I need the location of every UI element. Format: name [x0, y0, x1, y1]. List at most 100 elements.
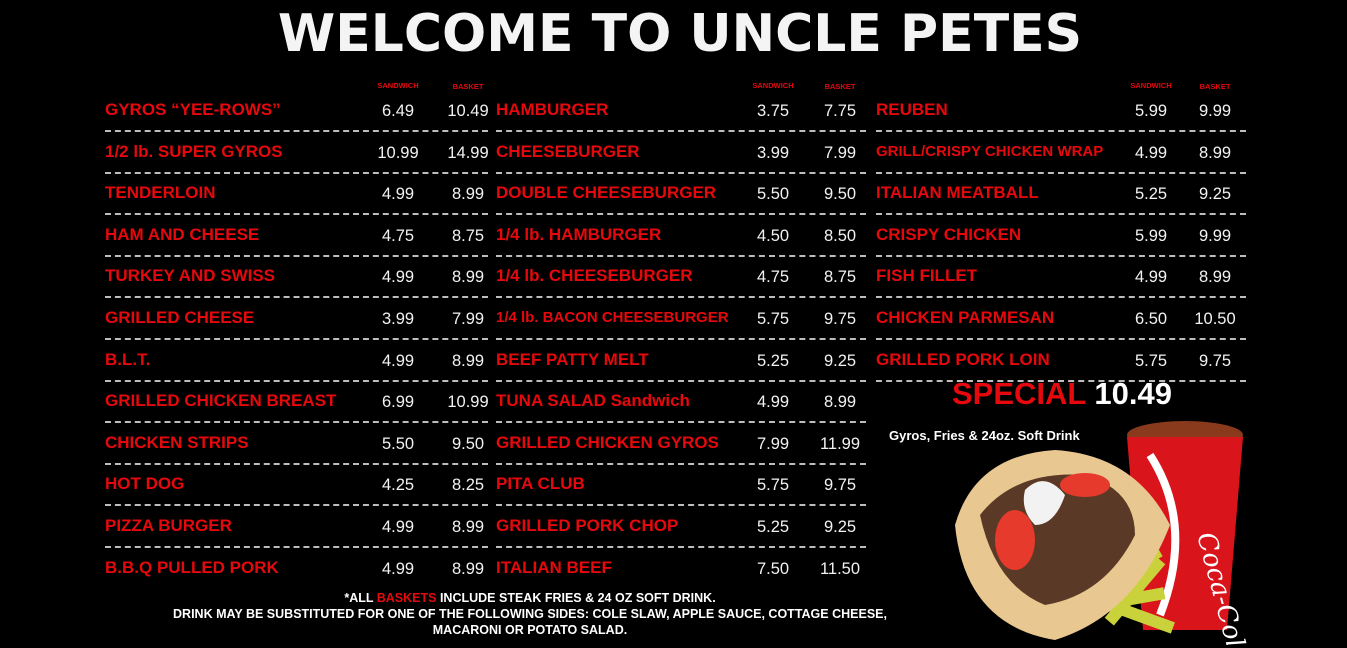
- row-divider: [876, 171, 1246, 174]
- sandwich-price: 4.75: [756, 268, 790, 287]
- row-divider: [496, 462, 866, 465]
- menu-item-name: FISH FILLET: [876, 266, 978, 286]
- menu-item-name: TUNA SALAD Sandwich: [496, 391, 690, 411]
- menu-item-name: GRILLED CHICKEN BREAST: [105, 391, 337, 411]
- menu-item-name: CHICKEN PARMESAN: [876, 308, 1055, 327]
- basket-price: 7.99: [451, 310, 485, 328]
- sandwich-price: 5.99: [1134, 102, 1168, 120]
- row-divider: [496, 421, 866, 424]
- basket-price: 9.25: [1198, 185, 1232, 204]
- sandwich-price: 4.99: [381, 518, 415, 536]
- basket-price: 8.99: [451, 518, 485, 536]
- menu-item-name: HAMBURGER: [496, 100, 609, 119]
- footer-baskets-highlight: BASKETS: [376, 591, 437, 605]
- row-divider: [876, 254, 1246, 257]
- sandwich-price: 5.99: [1134, 226, 1168, 245]
- sandwich-price: 6.50: [1134, 310, 1168, 328]
- row-divider: [876, 338, 1246, 340]
- soda-cup-icon: Coca-Cola: [1127, 421, 1254, 645]
- row-divider: [105, 379, 488, 382]
- sandwich-price: 3.75: [756, 102, 790, 120]
- sandwich-price: 3.99: [381, 310, 415, 328]
- menu-item-name: REUBEN: [876, 100, 948, 119]
- footer-text: *ALL: [344, 591, 377, 605]
- basket-price: 9.99: [1198, 226, 1232, 245]
- footer-note-line3: MACARONI OR POTATO SALAD.: [432, 623, 628, 637]
- row-divider: [876, 379, 1246, 382]
- row-divider: [105, 421, 488, 424]
- menu-item-name: GRILL/CRISPY CHICKEN WRAP: [876, 142, 1104, 160]
- gyro-icon: [955, 450, 1170, 640]
- menu-item-name: ITALIAN MEATBALL: [876, 183, 1039, 203]
- row-divider: [876, 213, 1246, 216]
- menu-item-name: TURKEY AND SWISS: [105, 266, 276, 286]
- row-divider: [105, 546, 488, 548]
- footer-text: INCLUDE STEAK FRIES & 24 OZ SOFT DRINK.: [436, 591, 716, 605]
- basket-price: 8.99: [1198, 143, 1232, 162]
- menu-item-name: 1/4 lb. CHEESEBURGER: [496, 266, 693, 286]
- menu-item-name: GRILLED PORK CHOP: [496, 516, 679, 535]
- row-divider: [496, 171, 866, 174]
- special-description: Gyros, Fries & 24oz. Soft Drink: [889, 428, 1080, 443]
- basket-price: 8.99: [451, 185, 485, 204]
- row-divider: [496, 254, 866, 257]
- row-divider: [496, 379, 866, 382]
- row-divider: [105, 130, 488, 132]
- basket-price: 9.50: [451, 434, 485, 453]
- basket-price: 8.50: [823, 226, 857, 245]
- sandwich-price: 5.25: [1134, 185, 1168, 204]
- basket-price: 7.75: [823, 102, 857, 120]
- menu-item-name: HOT DOG: [105, 474, 185, 494]
- menu-item-name: TENDERLOIN: [105, 183, 216, 203]
- menu-item-name: ITALIAN BEEF: [496, 557, 612, 577]
- row-divider: [105, 338, 488, 340]
- basket-price: 11.99: [819, 434, 861, 453]
- special-label: SPECIAL: [952, 376, 1086, 411]
- row-divider: [105, 213, 488, 216]
- menu-item-name: PIZZA BURGER: [105, 516, 232, 535]
- row-divider: [496, 213, 866, 216]
- row-divider: [496, 130, 866, 132]
- gyro-combo-image: Coca-Cola: [955, 421, 1254, 645]
- menu-item-name: CHEESEBURGER: [496, 141, 640, 161]
- row-divider: [105, 171, 488, 174]
- basket-price: 9.75: [823, 476, 857, 495]
- sandwich-price: 5.75: [1134, 351, 1168, 370]
- sandwich-price: 4.99: [1134, 268, 1168, 287]
- basket-price: 7.99: [823, 143, 857, 162]
- row-divider: [496, 296, 866, 299]
- sandwich-price: 5.50: [756, 185, 790, 204]
- sandwich-column-header: SANDWICH: [377, 81, 419, 90]
- sandwich-price: 5.25: [756, 351, 790, 370]
- sandwich-price: 4.99: [381, 268, 415, 287]
- sandwich-price: 4.99: [381, 351, 415, 370]
- sandwich-price: 4.99: [381, 185, 415, 204]
- menu-item-name: HAM AND CHEESE: [105, 224, 260, 244]
- basket-price: 8.99: [823, 393, 857, 412]
- sandwich-price: 5.50: [381, 434, 415, 453]
- basket-price: 9.75: [1198, 351, 1232, 370]
- row-divider: [105, 504, 488, 507]
- sandwich-price: 7.50: [756, 559, 790, 578]
- basket-price: 8.99: [1198, 268, 1232, 287]
- basket-price: 9.25: [823, 351, 857, 370]
- menu-item-name: 1/4 lb. BACON CHEESEBURGER: [496, 309, 729, 326]
- row-divider: [105, 462, 488, 465]
- basket-price: 11.50: [819, 559, 861, 578]
- sandwich-price: 4.75: [381, 226, 415, 245]
- footer-note-line1: *ALL BASKETS INCLUDE STEAK FRIES & 24 OZ…: [80, 590, 980, 606]
- basket-price: 9.25: [823, 518, 857, 536]
- menu-item-name: GRILLED CHICKEN GYROS: [496, 432, 719, 452]
- menu-item-name: BEEF PATTY MELT: [496, 349, 649, 369]
- sandwich-price: 6.99: [381, 393, 415, 412]
- row-divider: [105, 296, 488, 299]
- basket-column-header: BASKET: [452, 82, 484, 91]
- menu-item-name: 1/2 lb. SUPER GYROS: [105, 141, 283, 161]
- row-divider: [496, 338, 866, 340]
- sandwich-price: 4.25: [381, 476, 415, 495]
- row-divider: [496, 546, 866, 548]
- sandwich-price: 5.25: [756, 518, 790, 536]
- basket-price: 9.75: [823, 310, 857, 328]
- row-divider: [105, 254, 488, 257]
- basket-column-header: BASKET: [824, 82, 856, 91]
